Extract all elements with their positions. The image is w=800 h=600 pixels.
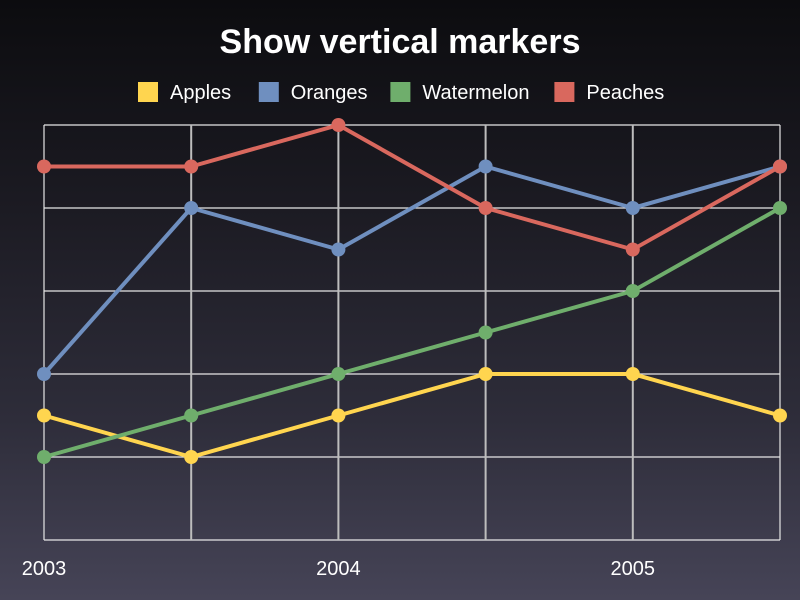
- data-point-watermelon[interactable]: [37, 450, 51, 464]
- legend-item-watermelon[interactable]: Watermelon: [390, 82, 529, 104]
- legend-label: Watermelon: [422, 82, 529, 104]
- data-point-oranges[interactable]: [331, 242, 346, 257]
- chart-title: Show vertical markers: [220, 23, 581, 61]
- x-axis-ticks: 2003 2004 2005: [22, 558, 655, 580]
- data-point-watermelon[interactable]: [331, 367, 346, 381]
- series-line-watermelon: [43, 206, 781, 459]
- data-point-oranges[interactable]: [184, 201, 199, 215]
- data-point-apples[interactable]: [184, 450, 199, 464]
- legend-swatch: [390, 82, 411, 102]
- data-point-peaches[interactable]: [773, 159, 787, 174]
- data-point-oranges[interactable]: [625, 201, 640, 215]
- x-tick-label: 2004: [316, 558, 361, 580]
- series-line-peaches: [44, 123, 781, 252]
- legend-label: Oranges: [291, 82, 368, 104]
- data-point-watermelon[interactable]: [184, 408, 199, 423]
- data-point-oranges[interactable]: [37, 367, 51, 381]
- x-tick-label: 2005: [611, 558, 656, 580]
- legend-label: Apples: [170, 82, 231, 104]
- data-point-apples[interactable]: [331, 408, 346, 423]
- legend-swatch: [258, 82, 279, 102]
- data-point-apples[interactable]: [625, 367, 640, 381]
- data-point-oranges[interactable]: [478, 159, 493, 174]
- series-layer: [37, 118, 787, 464]
- data-point-watermelon[interactable]: [625, 284, 640, 298]
- data-point-apples[interactable]: [478, 367, 493, 381]
- data-point-watermelon[interactable]: [478, 325, 493, 340]
- legend-swatch: [554, 82, 575, 102]
- vertical-markers: [190, 125, 634, 540]
- series-line-oranges: [42, 164, 781, 376]
- legend-item-apples[interactable]: Apples: [138, 82, 231, 104]
- legend-item-oranges[interactable]: Oranges: [258, 82, 368, 104]
- legend-swatch: [138, 82, 158, 102]
- legend: Apples Oranges Watermelon Peaches: [138, 82, 664, 104]
- data-point-peaches[interactable]: [37, 159, 51, 174]
- legend-label: Peaches: [586, 82, 664, 104]
- series-line-apples: [43, 372, 781, 459]
- data-point-watermelon[interactable]: [773, 201, 787, 215]
- data-point-peaches[interactable]: [478, 201, 493, 215]
- data-point-peaches[interactable]: [625, 242, 640, 257]
- legend-item-peaches[interactable]: Peaches: [554, 82, 664, 104]
- grid: [43, 124, 781, 541]
- data-point-peaches[interactable]: [331, 118, 346, 132]
- data-point-apples[interactable]: [773, 408, 787, 423]
- data-point-peaches[interactable]: [184, 159, 199, 174]
- x-tick-label: 2003: [22, 558, 67, 580]
- data-point-apples[interactable]: [37, 408, 51, 423]
